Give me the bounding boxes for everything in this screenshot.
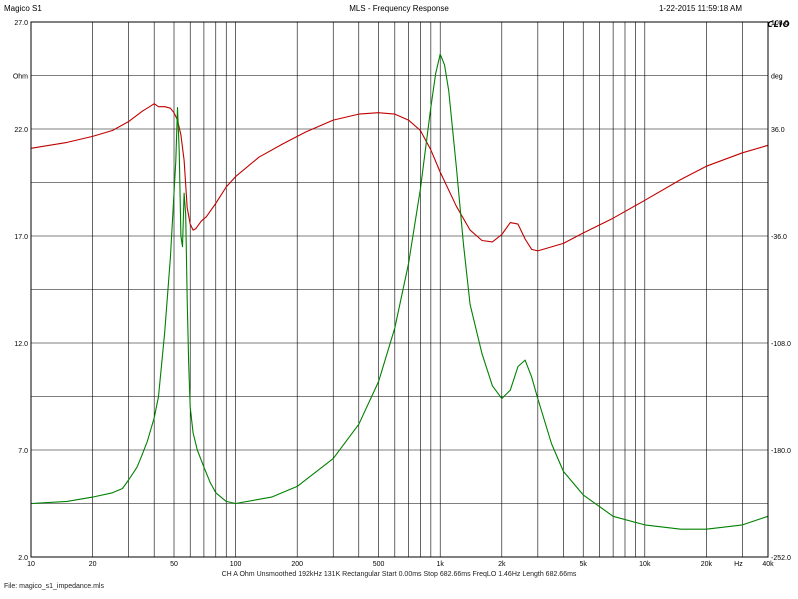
grid [31,22,768,557]
x-tick-label: 100 [230,561,242,568]
x-tick-label: 40k [762,561,774,568]
x-tick-label: 20k [701,561,713,568]
series-layer [30,53,769,530]
right-tick-label: -252.0 [771,555,791,562]
x-tick-label: 20 [89,561,97,568]
x-tick-label: 500 [373,561,385,568]
x-tick-label: 200 [291,561,303,568]
x-tick-label: 2k [498,561,506,568]
timestamp: 1-22-2015 11:59:18 AM [658,4,742,13]
plot-frame [30,21,769,558]
left-tick-label: 17.0 [14,234,28,241]
axis-labels: 27.0 22.0 17.0 12.0 7.0 2.0 108.0 36.0 -36.0 -108… [13,20,791,568]
right-tick-label: 108.0 [771,20,789,27]
clio-logo: CLIO [767,20,790,29]
left-tick-label: 22.0 [14,127,28,134]
chart-subtitle: Magico S1 [4,4,42,13]
left-tick-label: 2.0 [18,555,28,562]
file-name: File: magico_s1_impedance.mls [4,583,104,590]
right-unit-label: deg [771,74,783,81]
left-unit-label: Ohm [13,74,28,81]
left-tick-label: 7.0 [18,448,28,455]
left-tick-label: 27.0 [14,20,28,27]
x-tick-label: 10 [27,561,35,568]
x-tick-label: 5k [580,561,588,568]
impedance-curve [30,53,769,530]
left-tick-label: 12.0 [14,341,28,348]
x-unit-label: Hz [734,561,743,568]
x-tick-label: 10k [639,561,651,568]
x-tick-label: 50 [170,561,178,568]
phase-curve [30,103,769,252]
right-tick-label: -108.0 [771,341,791,348]
chart-title: MLS - Frequency Response [349,4,449,13]
right-tick-label: 36.0 [771,127,785,134]
x-tick-label: 1k [437,561,445,568]
right-tick-label: -36.0 [771,234,787,241]
right-tick-label: -180.0 [771,448,791,455]
measurement-info: CH A Ohm Unsmoothed 192kHz 131K Rectangu… [221,571,577,578]
